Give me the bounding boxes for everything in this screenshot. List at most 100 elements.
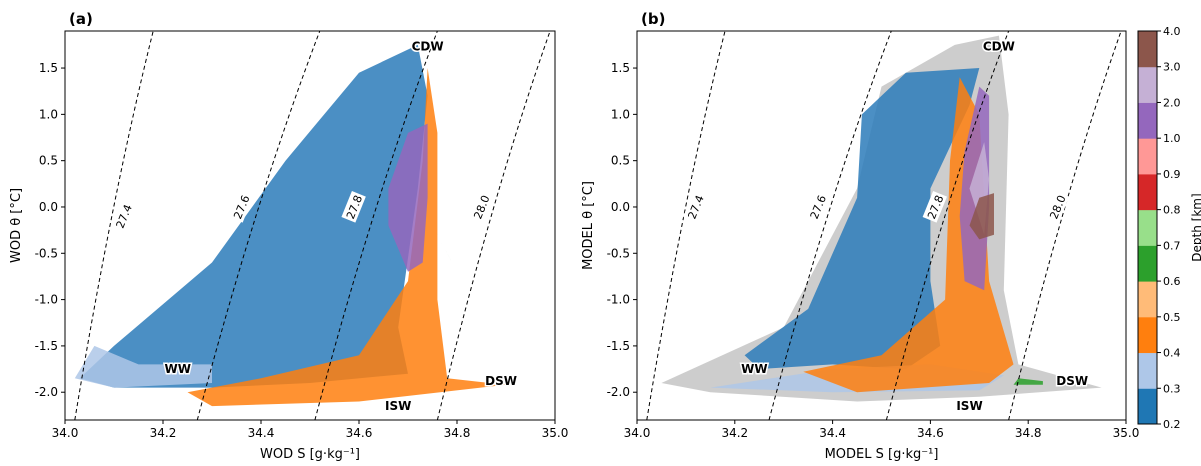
water-mass-label-ww: WW <box>741 362 767 376</box>
y-tick-label: -1.5 <box>607 339 630 353</box>
water-mass-label-isw: ISW <box>956 399 982 413</box>
y-tick-label: 1.0 <box>611 107 630 121</box>
y-tick-label: 1.5 <box>39 61 58 75</box>
plot-frame <box>64 30 556 421</box>
isopycnal-label-bg <box>805 190 830 223</box>
y-tick-label: 0.0 <box>611 200 630 214</box>
x-tick-label: 34.8 <box>444 426 471 440</box>
isopycnal-28.0 <box>1008 31 1122 420</box>
colorbar-segment <box>1138 281 1157 318</box>
isopycnal-label-bg <box>1044 190 1070 223</box>
x-tick-label: 34.6 <box>917 426 944 440</box>
x-tick-label: 34.0 <box>624 426 651 440</box>
isopycnal-label-bg <box>111 200 136 232</box>
isopycnal-28.0 <box>436 31 551 420</box>
colorbar-segment <box>1138 173 1157 211</box>
isopycnal-27.4 <box>74 31 154 420</box>
x-tick-label: 34.2 <box>721 426 748 440</box>
isopycnal-27.8 <box>885 31 1010 420</box>
x-tick-label: 34.6 <box>346 426 373 440</box>
y-tick-label: 0.0 <box>39 200 58 214</box>
isopycnal-label-group: 27.4 <box>683 190 708 223</box>
x-tick-label: 35.0 <box>542 426 569 440</box>
water-mass-label-cdw: CDW <box>412 40 444 54</box>
isopycnal-label: 27.4 <box>114 203 135 231</box>
depth-0.3-region <box>74 345 212 388</box>
colorbar-tick-label: 0.7 <box>1163 239 1181 252</box>
water-mass-label-dsw: DSW <box>485 374 517 388</box>
depth-4.0-region <box>969 193 994 240</box>
x-tick-label: 34.2 <box>150 426 177 440</box>
colorbar-segment <box>1138 245 1157 282</box>
isopycnal-label-bg <box>468 190 494 223</box>
y-axis-label: WOD θ [°C] <box>9 188 24 263</box>
isopycnal-label-group: 27.6 <box>805 190 830 223</box>
isopycnal-27.6 <box>768 31 892 420</box>
isopycnal-27.8 <box>314 31 438 420</box>
colorbar-segment <box>1138 102 1157 139</box>
isopycnal-label-group: 28.0 <box>468 190 494 223</box>
x-axis-label: WOD S [g·kg⁻¹] <box>260 447 360 462</box>
colorbar-segment <box>1138 66 1157 103</box>
panel-label: (b) <box>641 10 665 28</box>
colorbar-tick-label: 0.4 <box>1163 347 1181 360</box>
colorbar-tick-label: 4.0 <box>1163 25 1181 38</box>
y-tick-label: 1.0 <box>39 107 58 121</box>
depth-colorbar: 0.2 0.3 0.4 0.5 0.6 0.7 0.8 0.9 1.0 2.0 3.0 4.0 Dept… <box>1137 25 1201 431</box>
colorbar-tick-label: 0.5 <box>1163 311 1181 324</box>
isopycnal-label-bg <box>683 190 708 223</box>
depth-2.0-region <box>388 123 428 272</box>
depth-0.2-region <box>79 44 428 388</box>
plot-area: 27.4 27.6 27.8 28.0 <box>74 31 551 420</box>
isopycnal-label: 27.6 <box>808 193 829 221</box>
colorbar-segment <box>1138 31 1157 68</box>
colorbar-frame <box>1137 30 1158 425</box>
isopycnal-label-group: 27.4 <box>111 200 136 232</box>
panel-label: (a) <box>69 10 93 28</box>
colorbar-tick-label: 0.6 <box>1163 275 1181 288</box>
y-tick-label: 0.5 <box>39 154 58 168</box>
water-mass-label-dsw: DSW <box>1056 374 1088 388</box>
colorbar-segment <box>1138 352 1157 389</box>
x-tick-label: 34.8 <box>1015 426 1042 440</box>
y-tick-label: 1.5 <box>611 61 630 75</box>
y-tick-label: 0.5 <box>611 154 630 168</box>
colorbar-segment <box>1138 209 1157 246</box>
isopycnal-label-bg <box>228 190 254 223</box>
isopycnal-label-bg <box>922 190 948 223</box>
colorbar-tick-label: 0.3 <box>1163 382 1181 395</box>
colorbar-segment <box>1138 316 1157 354</box>
y-axis-label: MODEL θ [°C] <box>581 181 596 270</box>
plot-area: 27.4 27.6 27.8 28.0 <box>646 31 1122 420</box>
x-tick-label: 35.0 <box>1113 426 1140 440</box>
colorbar-tick-label: 0.9 <box>1163 168 1181 181</box>
water-mass-label-cdw: CDW <box>983 40 1015 54</box>
water-mass-label-ww: WW <box>164 362 190 376</box>
isopycnal-label-bg <box>341 190 366 223</box>
depth-0.5-region <box>803 77 1014 393</box>
isopycnal-label-group: 28.0 <box>1044 190 1070 223</box>
colorbar-tick-label: 0.8 <box>1163 204 1181 217</box>
x-tick-label: 34.4 <box>248 426 275 440</box>
isopycnal-label: 28.0 <box>471 193 492 221</box>
plot-frame <box>636 30 1127 421</box>
colorbar-segment <box>1138 388 1157 425</box>
isopycnal-label: 27.4 <box>686 193 707 221</box>
x-tick-label: 34.0 <box>52 426 79 440</box>
water-mass-label-isw: ISW <box>385 399 411 413</box>
colorbar-tick-label: 1.0 <box>1163 132 1181 145</box>
x-axis-label: MODEL S [g·kg⁻¹] <box>825 447 939 462</box>
y-tick-label: -1.5 <box>35 339 58 353</box>
isopycnal-27.4 <box>646 31 726 420</box>
y-tick-label: -0.5 <box>607 246 630 260</box>
depth-0.2-region <box>744 68 980 370</box>
depth-0.7-region <box>1013 378 1043 385</box>
y-tick-label: -1.0 <box>35 293 58 307</box>
y-tick-label: -0.5 <box>35 246 58 260</box>
colorbar-tick-label: 2.0 <box>1163 96 1181 109</box>
isopycnal-27.6 <box>196 31 321 420</box>
colorbar-tick-label: 0.2 <box>1163 418 1181 431</box>
y-tick-label: -2.0 <box>35 385 58 399</box>
